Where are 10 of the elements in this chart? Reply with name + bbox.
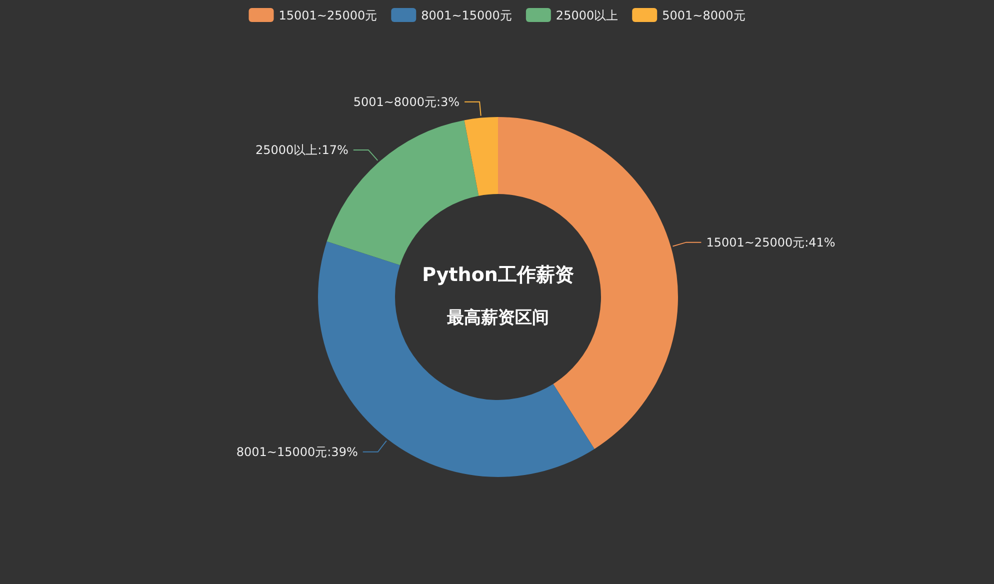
legend-label: 5001~8000元	[662, 8, 746, 22]
data-label: 8001~15000元:39%	[236, 444, 358, 459]
text: 最高薪资区间	[446, 308, 549, 328]
data-label: 5001~8000元:3%	[353, 94, 460, 109]
legend-label: 15001~25000元	[278, 8, 378, 22]
data-label: 25000以上:17%	[255, 142, 348, 157]
data-label: 15001~25000元:41%	[706, 235, 836, 250]
legend-label: 25000以上	[556, 8, 618, 22]
text: Python工作薪资	[422, 264, 574, 286]
legend-label: 8001~15000元	[421, 8, 512, 22]
